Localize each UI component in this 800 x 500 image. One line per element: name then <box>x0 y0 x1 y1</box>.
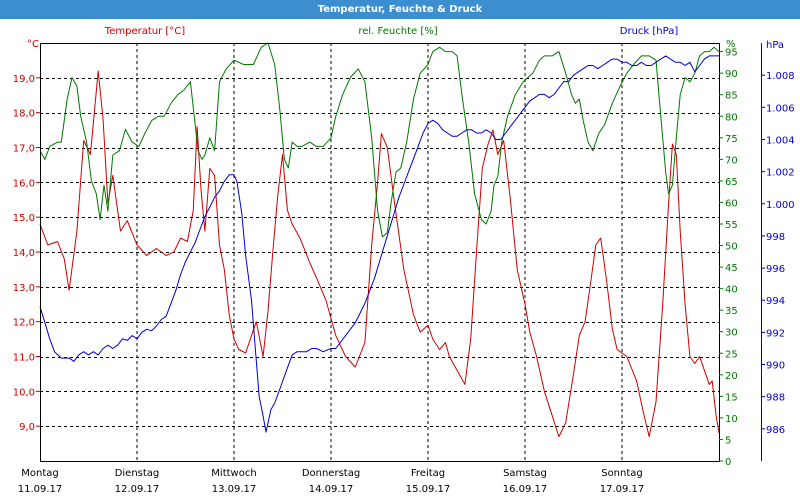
x-date-label: 14.09.17 <box>309 484 354 495</box>
grid-lines <box>40 43 719 461</box>
pressure-tick-label: 988 <box>766 393 785 404</box>
x-date-label: 16.09.17 <box>503 484 548 495</box>
series-line-pressure <box>39 55 719 433</box>
series-line-temperature <box>39 70 720 438</box>
humidity-tick-label: 35 <box>725 306 738 317</box>
humidity-tick-label: 60 <box>725 198 738 209</box>
axes <box>36 43 765 462</box>
pressure-tick-label: 1.006 <box>766 103 795 114</box>
humidity-tick-label: 5 <box>725 435 731 446</box>
x-day-label: Donnerstag <box>302 468 360 479</box>
humidity-tick-label: 95 <box>725 48 738 59</box>
pressure-tick-label: 992 <box>766 328 785 339</box>
x-date-label: 11.09.17 <box>18 484 63 495</box>
temperature-tick-label: 13,0 <box>13 283 35 294</box>
pressure-tick-label: 986 <box>766 425 785 436</box>
x-date-label: 17.09.17 <box>600 484 645 495</box>
temperature-tick-label: 19,0 <box>13 74 35 85</box>
temperature-tick-label: 10,0 <box>13 387 35 398</box>
series-line-humidity <box>39 42 720 238</box>
x-day-label: Samstag <box>503 468 547 479</box>
humidity-tick-label: 0 <box>725 457 731 468</box>
x-date-label: 13.09.17 <box>212 484 257 495</box>
pressure-unit-label: hPa <box>766 40 784 51</box>
x-day-label: Sonntag <box>601 468 643 479</box>
humidity-tick-label: 75 <box>725 134 738 145</box>
humidity-tick-label: 65 <box>725 177 738 188</box>
pressure-tick-label: 1.008 <box>766 71 795 82</box>
pressure-tick-label: 1.000 <box>766 200 795 211</box>
x-day-label: Montag <box>21 468 58 479</box>
pressure-tick-label: 1.004 <box>766 135 795 146</box>
chart-background <box>0 19 800 500</box>
pressure-tick-label: 990 <box>766 361 785 372</box>
humidity-tick-label: 15 <box>725 392 738 403</box>
temperature-unit-label: °C <box>27 39 39 50</box>
legend-humidity: rel. Feuchte [%] <box>358 26 437 37</box>
plot-frame <box>40 43 720 462</box>
temperature-tick-label: 18,0 <box>13 109 35 120</box>
temperature-tick-label: 14,0 <box>13 248 35 259</box>
x-day-label: Freitag <box>411 468 445 479</box>
humidity-tick-label: 70 <box>725 155 738 166</box>
humidity-tick-label: 90 <box>725 69 738 80</box>
humidity-tick-label: 45 <box>725 263 738 274</box>
humidity-tick-label: 20 <box>725 371 738 382</box>
series-lines <box>39 42 720 438</box>
x-date-label: 15.09.17 <box>406 484 451 495</box>
humidity-tick-label: 50 <box>725 242 738 253</box>
x-day-label: Mittwoch <box>211 468 256 479</box>
humidity-tick-label: 55 <box>725 220 738 231</box>
pressure-tick-label: 1.002 <box>766 168 795 179</box>
legend-temperature: Temperatur [°C] <box>104 26 185 37</box>
humidity-unit-label: % <box>726 39 736 50</box>
temperature-tick-label: 15,0 <box>13 213 35 224</box>
legend-pressure: Druck [hPa] <box>620 26 679 37</box>
humidity-tick-label: 40 <box>725 285 738 296</box>
labels: 9,0 10,0 11,0 12,0 13,0 14,0 15,0 16,0 17,0 18,0 1… <box>13 26 795 495</box>
temperature-tick-label: 17,0 <box>13 144 35 155</box>
pressure-tick-label: 994 <box>766 296 785 307</box>
humidity-tick-label: 30 <box>725 328 738 339</box>
temperature-tick-label: 12,0 <box>13 318 35 329</box>
window-title: Temperatur, Feuchte & Druck <box>0 0 800 19</box>
pressure-tick-label: 998 <box>766 232 785 243</box>
pressure-tick-label: 996 <box>766 264 785 275</box>
temperature-tick-label: 9,0 <box>19 422 35 433</box>
humidity-tick-label: 80 <box>725 112 738 123</box>
weather-chart: 9,0 10,0 11,0 12,0 13,0 14,0 15,0 16,0 17,0 18,0 1… <box>0 19 800 500</box>
humidity-tick-label: 10 <box>725 414 738 425</box>
x-date-label: 12.09.17 <box>115 484 160 495</box>
humidity-tick-label: 85 <box>725 91 738 102</box>
x-day-label: Dienstag <box>115 468 160 479</box>
temperature-tick-label: 11,0 <box>13 353 35 364</box>
humidity-tick-label: 25 <box>725 349 738 360</box>
temperature-tick-label: 16,0 <box>13 178 35 189</box>
